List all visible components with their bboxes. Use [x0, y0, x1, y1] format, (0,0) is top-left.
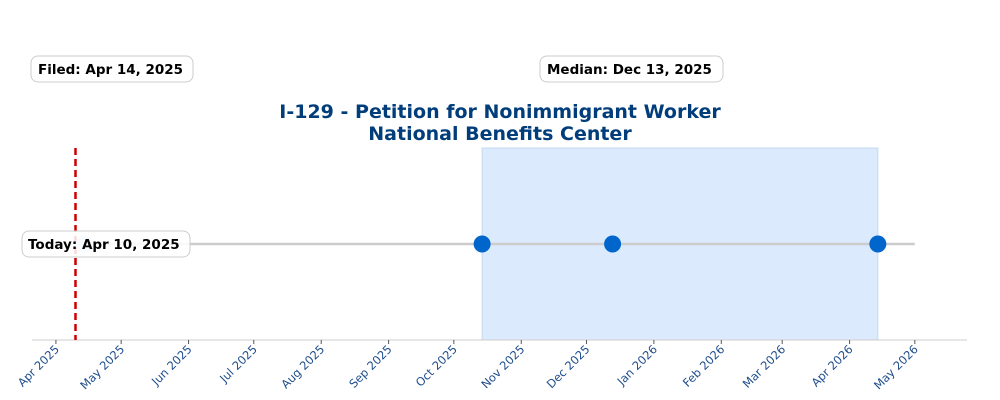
x-tick-label: Sep 2025 [346, 342, 395, 391]
timeline-point [473, 235, 491, 253]
median-annotation: Median: Dec 13, 2025 [539, 55, 724, 83]
today-annotation-text: Today: Apr 10, 2025 [28, 237, 180, 253]
median-annotation-box [539, 55, 724, 83]
x-tick-label: Jul 2025 [216, 342, 260, 386]
x-tick-label: Apr 2025 [15, 342, 62, 389]
x-tick-label: Aug 2025 [278, 342, 327, 391]
x-tick-label: May 2025 [77, 342, 127, 392]
median-annotation-text: Median: Dec 13, 2025 [547, 62, 712, 78]
x-tick-label: Apr 2026 [808, 342, 855, 389]
x-tick-label: Dec 2025 [544, 342, 593, 391]
x-tick-label: Feb 2026 [680, 342, 728, 390]
x-tick-label: Jan 2026 [614, 342, 660, 388]
x-tick-label: Nov 2025 [478, 342, 527, 391]
x-tick-label: May 2026 [871, 342, 921, 392]
chart-title-line-2: National Benefits Center [368, 123, 632, 145]
filed-annotation: Filed: Apr 14, 2025 [30, 55, 194, 83]
chart-title-line-1: I-129 - Petition for Nonimmigrant Worker [279, 101, 721, 123]
today-annotation: Today: Apr 10, 2025 [21, 230, 191, 258]
filed-annotation-text: Filed: Apr 14, 2025 [38, 62, 183, 78]
timeline-point [604, 235, 622, 253]
x-axis-ticks: Apr 2025 May 2025 Jun 2025 Jul 2025 Aug 2025… [15, 340, 921, 392]
x-tick-label: Jun 2025 [148, 342, 195, 389]
today-annotation-box [21, 230, 191, 258]
filed-annotation-box [30, 55, 194, 83]
x-tick-label: Oct 2025 [413, 342, 460, 389]
x-tick-label: Mar 2026 [740, 342, 789, 391]
timeline-point [869, 235, 887, 253]
